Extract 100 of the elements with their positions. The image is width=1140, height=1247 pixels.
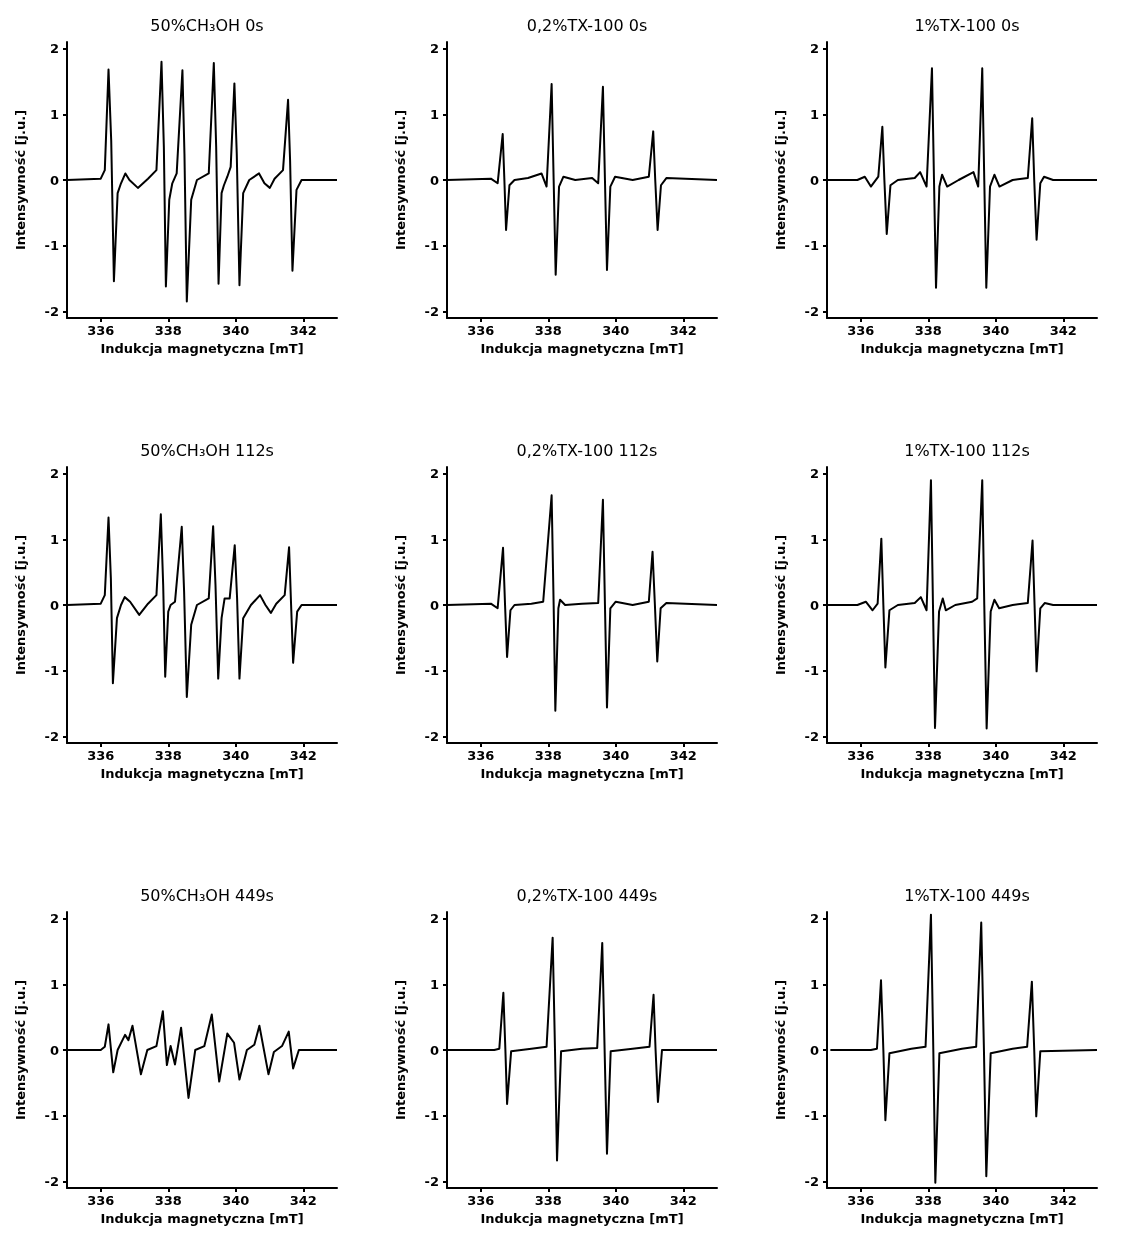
x-tick-label: 342 bbox=[289, 1193, 317, 1208]
y-tick-label: 1 bbox=[809, 976, 819, 992]
y-tick-label: -2 bbox=[424, 303, 439, 319]
y-tick-label: 1 bbox=[49, 106, 59, 122]
y-tick-label: 1 bbox=[49, 976, 59, 992]
x-tick-label: 338 bbox=[154, 1193, 182, 1208]
x-tick-label: 336 bbox=[87, 323, 115, 338]
x-tick-label: 340 bbox=[602, 323, 630, 338]
y-tick-label: 2 bbox=[429, 466, 439, 482]
x-axis-title: Indukcja magnetyczna [mT] bbox=[100, 340, 304, 356]
y-tick-label: -1 bbox=[424, 238, 439, 254]
x-tick-label: 340 bbox=[982, 1193, 1010, 1208]
chart-title: 1%TX-100 112s bbox=[904, 440, 1030, 460]
x-tick-label: 336 bbox=[467, 323, 495, 338]
chart-title: 1%TX-100 0s bbox=[914, 15, 1020, 35]
x-tick-label: 342 bbox=[669, 323, 697, 338]
y-tick-label: -1 bbox=[44, 238, 59, 254]
x-tick-label: 338 bbox=[914, 1193, 942, 1208]
y-tick-label: -2 bbox=[424, 1173, 439, 1189]
x-tick-label: 336 bbox=[847, 323, 875, 338]
x-tick-label: 342 bbox=[1049, 323, 1077, 338]
y-axis-title: Intensywność [j.u.] bbox=[773, 979, 788, 1121]
y-tick-label: -1 bbox=[44, 663, 59, 679]
x-tick-label: 338 bbox=[534, 748, 562, 763]
y-tick-label: 1 bbox=[429, 976, 439, 992]
y-tick-label: 2 bbox=[429, 41, 439, 57]
y-tick-label: -2 bbox=[44, 1173, 59, 1189]
chart-title: 50%CH₃OH 449s bbox=[140, 885, 274, 905]
x-tick-label: 340 bbox=[602, 1193, 630, 1208]
y-tick-label: -1 bbox=[804, 1108, 819, 1124]
x-axis-title: Indukcja magnetyczna [mT] bbox=[860, 765, 1064, 781]
x-tick-label: 336 bbox=[847, 1193, 875, 1208]
y-tick-label: 2 bbox=[809, 466, 819, 482]
x-axis-title: Indukcja magnetyczna [mT] bbox=[860, 1210, 1064, 1226]
x-tick-label: 342 bbox=[669, 748, 697, 763]
x-axis-title: Indukcja magnetyczna [mT] bbox=[100, 1210, 304, 1226]
y-tick-label: 0 bbox=[809, 597, 819, 613]
y-tick-label: -1 bbox=[424, 1108, 439, 1124]
x-tick-label: 340 bbox=[222, 1193, 250, 1208]
chart-title: 0,2%TX-100 0s bbox=[526, 15, 648, 35]
chart-title: 50%CH₃OH 0s bbox=[150, 15, 264, 35]
chart-title: 1%TX-100 449s bbox=[904, 885, 1030, 905]
y-axis-title: Intensywność [j.u.] bbox=[773, 534, 788, 676]
y-tick-label: 2 bbox=[49, 41, 59, 57]
y-tick-label: 1 bbox=[809, 531, 819, 547]
y-axis-title: Intensywność [j.u.] bbox=[393, 534, 408, 676]
y-tick-label: -1 bbox=[804, 663, 819, 679]
x-axis-title: Indukcja magnetyczna [mT] bbox=[860, 340, 1064, 356]
x-tick-label: 342 bbox=[289, 748, 317, 763]
y-tick-label: -2 bbox=[804, 1173, 819, 1189]
x-tick-label: 342 bbox=[669, 1193, 697, 1208]
y-axis-title: Intensywność [j.u.] bbox=[13, 534, 28, 676]
y-tick-label: 0 bbox=[429, 1042, 439, 1058]
y-tick-label: 1 bbox=[429, 106, 439, 122]
x-axis-title: Indukcja magnetyczna [mT] bbox=[480, 340, 684, 356]
y-tick-label: 2 bbox=[49, 911, 59, 927]
y-axis-title: Intensywność [j.u.] bbox=[393, 109, 408, 251]
x-tick-label: 342 bbox=[1049, 1193, 1077, 1208]
x-tick-label: 340 bbox=[982, 748, 1010, 763]
y-tick-label: 2 bbox=[49, 466, 59, 482]
y-axis-title: Intensywność [j.u.] bbox=[773, 109, 788, 251]
y-tick-label: 2 bbox=[809, 41, 819, 57]
x-tick-label: 338 bbox=[534, 1193, 562, 1208]
x-axis-title: Indukcja magnetyczna [mT] bbox=[100, 765, 304, 781]
x-tick-label: 338 bbox=[534, 323, 562, 338]
x-tick-label: 338 bbox=[154, 748, 182, 763]
x-tick-label: 340 bbox=[982, 323, 1010, 338]
y-tick-label: 0 bbox=[809, 1042, 819, 1058]
y-axis-title: Intensywność [j.u.] bbox=[393, 979, 408, 1121]
x-tick-label: 336 bbox=[847, 748, 875, 763]
x-tick-label: 336 bbox=[467, 748, 495, 763]
y-tick-label: -1 bbox=[44, 1108, 59, 1124]
y-axis-title: Intensywność [j.u.] bbox=[13, 109, 28, 251]
x-tick-label: 336 bbox=[87, 748, 115, 763]
y-tick-label: 0 bbox=[429, 172, 439, 188]
y-tick-label: -2 bbox=[804, 303, 819, 319]
x-tick-label: 340 bbox=[222, 323, 250, 338]
y-tick-label: -2 bbox=[804, 728, 819, 744]
y-tick-label: 0 bbox=[809, 172, 819, 188]
y-tick-label: 1 bbox=[809, 106, 819, 122]
y-tick-label: 2 bbox=[809, 911, 819, 927]
y-tick-label: -1 bbox=[804, 238, 819, 254]
y-tick-label: -1 bbox=[424, 663, 439, 679]
x-axis-title: Indukcja magnetyczna [mT] bbox=[480, 1210, 684, 1226]
y-tick-label: -2 bbox=[424, 728, 439, 744]
y-tick-label: -2 bbox=[44, 728, 59, 744]
x-tick-label: 338 bbox=[154, 323, 182, 338]
y-tick-label: 1 bbox=[49, 531, 59, 547]
chart-title: 0,2%TX-100 112s bbox=[516, 440, 658, 460]
y-tick-label: -2 bbox=[44, 303, 59, 319]
y-tick-label: 2 bbox=[429, 911, 439, 927]
y-tick-label: 0 bbox=[49, 1042, 59, 1058]
x-tick-label: 342 bbox=[289, 323, 317, 338]
y-tick-label: 1 bbox=[429, 531, 439, 547]
y-axis-title: Intensywność [j.u.] bbox=[13, 979, 28, 1121]
chart-title: 0,2%TX-100 449s bbox=[516, 885, 658, 905]
x-axis-title: Indukcja magnetyczna [mT] bbox=[480, 765, 684, 781]
x-tick-label: 338 bbox=[914, 323, 942, 338]
x-tick-label: 342 bbox=[1049, 748, 1077, 763]
x-tick-label: 340 bbox=[222, 748, 250, 763]
